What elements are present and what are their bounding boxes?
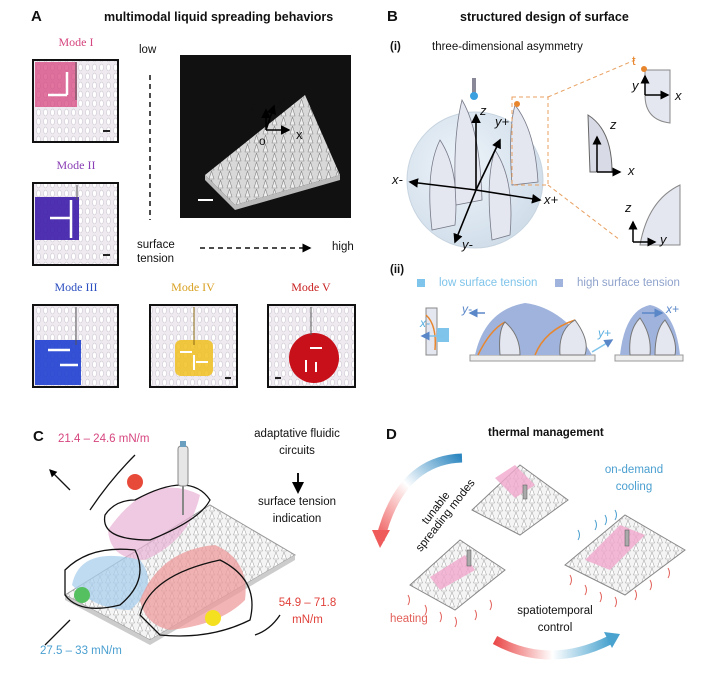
spreading-mechanism-diagram (420, 303, 684, 362)
photo-axis-origin: o (259, 134, 266, 148)
range-pink: 21.4 – 24.6 mN/m (58, 433, 150, 445)
photo-axis-z: z (250, 99, 257, 114)
proj2-z: z (610, 117, 617, 132)
legend-low-label: low surface tension (439, 277, 538, 289)
proj3-z: z (625, 200, 632, 215)
cooling-line2: cooling (615, 481, 653, 493)
range-red-line2: mN/m (292, 614, 323, 626)
spike-projections (587, 66, 681, 247)
mode-4-photo (149, 304, 238, 388)
photo-axis-y: y (278, 93, 285, 108)
droplet-sphere-diagram (406, 59, 636, 249)
panel-a-label: A (31, 8, 42, 25)
mode-5-photo (267, 304, 356, 388)
mode-3-photo (32, 304, 119, 388)
legend-swatch-low (417, 279, 425, 287)
thermal-surface-left (407, 539, 506, 628)
axis-y-minus: y- (462, 237, 473, 252)
sub-i-label: (i) (390, 41, 401, 53)
axis-z: z (480, 103, 487, 118)
control-arrow-head (604, 632, 620, 648)
proj3-y: y (660, 232, 667, 247)
sem-photo (180, 55, 351, 218)
ii-x-plus: x+ (666, 302, 680, 316)
tension-label: tension (137, 253, 175, 265)
axis-x-plus: x+ (544, 192, 559, 207)
cooling-line1: on-demand (604, 464, 664, 476)
range-red-line1: 54.9 – 71.8 (278, 597, 337, 609)
axis-x-minus: x- (392, 172, 403, 187)
high-label: high (332, 241, 354, 253)
mode-5-label: Mode V (291, 280, 331, 294)
control-line1: spatiotemporal (517, 605, 593, 617)
legend-high-label: high surface tension (577, 277, 680, 289)
axis-y-plus: y+ (495, 114, 510, 129)
control-arrow (492, 635, 613, 660)
mode-4-label: Mode IV (171, 280, 215, 294)
indication-line1: surface tension (258, 496, 336, 508)
thermal-surface-top (471, 464, 569, 536)
panel-a-title: multimodal liquid spreading behaviors (104, 10, 334, 24)
tunable-arrow-head (372, 530, 390, 548)
proj2-x: x (628, 163, 635, 178)
mode-1-photo (32, 59, 119, 143)
photo-axis-x: x (296, 127, 303, 142)
surface-label: surface (137, 239, 175, 251)
panel-b-label: B (387, 8, 398, 25)
sub-ii-label: (ii) (390, 264, 405, 276)
proj1-y: y (632, 78, 639, 93)
mode-1-label: Mode I (58, 35, 94, 49)
mode-2-label: Mode II (56, 158, 96, 172)
sub-i-title: three-dimensional asymmetry (432, 41, 583, 53)
panel-d-title: thermal management (488, 427, 604, 439)
range-blue: 27.5 – 33 mN/m (40, 645, 122, 657)
control-line2: control (537, 622, 573, 634)
panel-c-label: C (33, 428, 44, 445)
panel-b-title: structured design of surface (460, 10, 629, 24)
low-label: low (139, 44, 157, 56)
circuits-line2: circuits (279, 445, 315, 457)
thermal-surface-right (564, 509, 686, 608)
circuits-line1: adaptative fluidic (254, 428, 340, 440)
proj1-x: x (675, 88, 682, 103)
legend-swatch-high (555, 279, 563, 287)
ii-y-minus: y- (462, 302, 472, 316)
fluidic-circuit-illustration (45, 441, 296, 646)
panel-d-label: D (386, 426, 397, 443)
axis-t: t (632, 53, 636, 68)
indication-line2: indication (272, 513, 322, 525)
ii-y-plus: y+ (598, 326, 612, 340)
heating-label: heating (390, 613, 428, 625)
mode-2-photo (32, 182, 119, 266)
mode-3-label: Mode III (54, 280, 98, 294)
tunable-arrow (375, 453, 463, 542)
ii-x-minus: x- (420, 316, 430, 330)
